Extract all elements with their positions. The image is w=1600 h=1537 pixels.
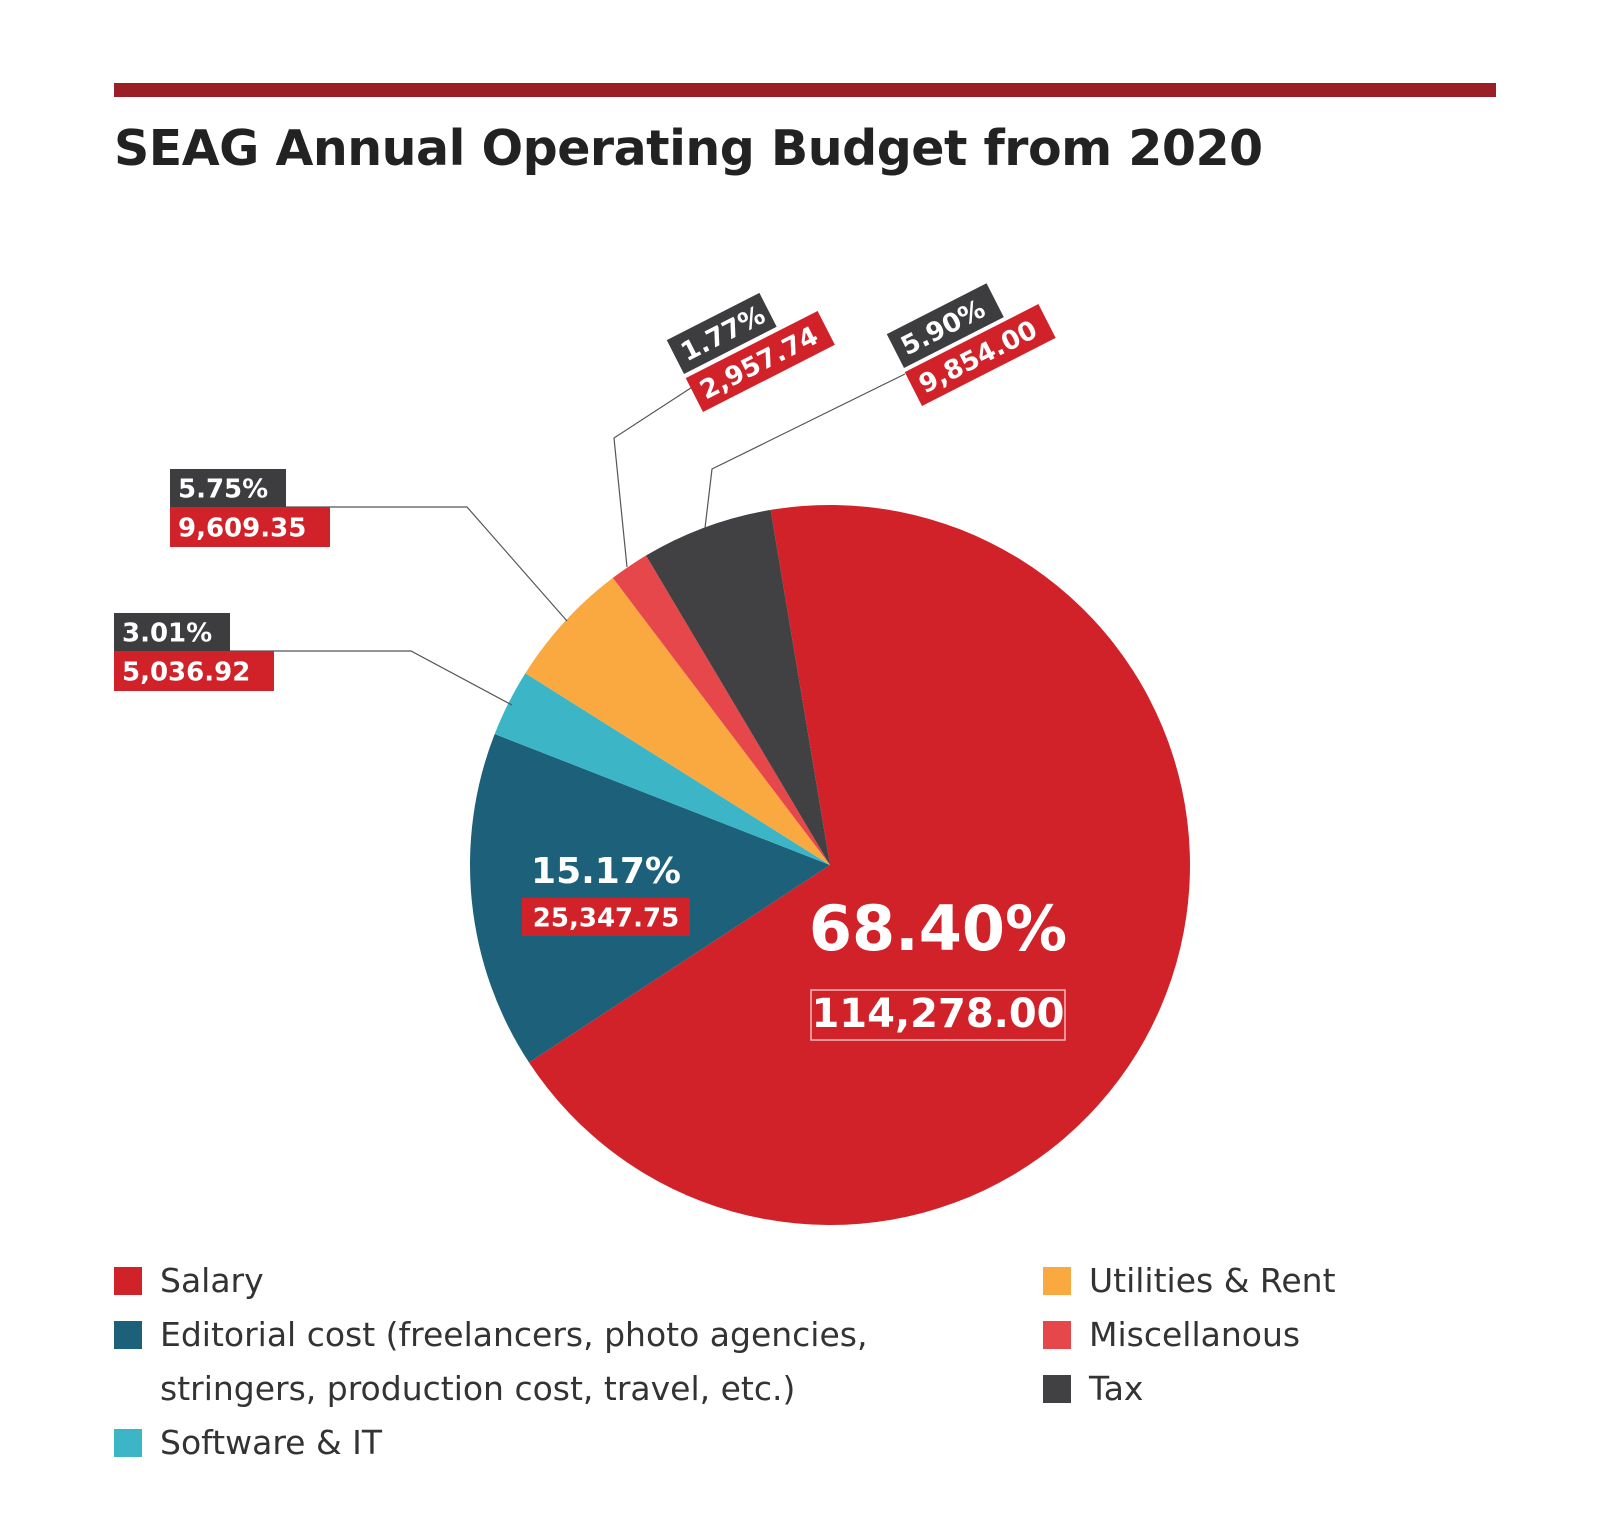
data-label-value-software-group: 5,036.92 [114, 651, 274, 691]
legend-swatch-tax [1043, 1375, 1071, 1403]
leader-line-utilities [286, 506, 568, 622]
legend-swatch-salary [114, 1267, 142, 1295]
pie-slice-tax [646, 509, 830, 865]
legend-swatch-utilities-rent [1043, 1267, 1071, 1295]
data-label-value-editorial: 25,347.75 [533, 903, 679, 933]
data-label-percent-tax-bg [886, 283, 1004, 368]
data-label-value-tax-bg [904, 304, 1056, 406]
data-label-percent-utilities-bg [170, 469, 286, 507]
data-label-value-software-bg [114, 651, 274, 691]
title-rule [114, 83, 1496, 97]
data-label-percent-software: 3.01% [122, 618, 212, 648]
pie-slice-utilities-rent [525, 577, 830, 865]
data-label-value-utilities: 9,609.35 [178, 513, 306, 543]
pie-slice-salary [529, 505, 1190, 1226]
data-label-value-software: 5,036.92 [122, 657, 250, 687]
data-label-value-utilities-group: 9,609.35 [170, 507, 330, 547]
legend-swatch-software-it [114, 1429, 142, 1457]
data-label-value-editorial-bg [522, 898, 690, 936]
leader-line-software [230, 650, 513, 706]
data-label-value-editorial-group: 25,347.75 [522, 898, 690, 936]
legend-label-tax: Tax [1089, 1369, 1144, 1408]
data-label-percent-software-bg [114, 613, 230, 651]
data-label-value-salary: 114,278.00 [811, 991, 1064, 1037]
data-label-value-utilities-bg [170, 507, 330, 547]
data-label-value-salary-bg [810, 989, 1066, 1041]
data-label-percent-utilities-group: 5.75% [170, 469, 286, 507]
legend-label-miscellanous: Miscellanous [1089, 1315, 1301, 1354]
legend-swatch-editorial-cost-freelancers-p [114, 1321, 142, 1349]
legend-label-salary: Salary [160, 1261, 264, 1300]
data-label-percent-salary: 68.40% [809, 892, 1067, 965]
leader-line-misc [613, 381, 701, 568]
leader-line-tax [704, 373, 906, 529]
data-label-percent-software-group: 3.01% [114, 613, 230, 651]
data-label-percent-misc-bg [666, 292, 777, 374]
pie-slice-miscellanous [612, 555, 830, 865]
data-label-value-misc-bg [685, 310, 835, 412]
chart-title: SEAG Annual Operating Budget from 2020 [114, 120, 1263, 177]
data-label-percent-utilities: 5.75% [178, 474, 268, 504]
data-label-percent-editorial: 15.17% [531, 851, 681, 892]
pie-slice-software-it [494, 673, 830, 865]
legend-label-software-it: Software & IT [160, 1423, 383, 1462]
legend-label-utilities-rent: Utilities & Rent [1089, 1261, 1336, 1300]
legend-label-editorial-cost-freelancers-p-line-1: Editorial cost (freelancers, photo agenc… [160, 1315, 868, 1354]
legend-swatch-miscellanous [1043, 1321, 1071, 1349]
legend-label-editorial-cost-freelancers-p-line-2: stringers, production cost, travel, etc.… [160, 1369, 796, 1408]
